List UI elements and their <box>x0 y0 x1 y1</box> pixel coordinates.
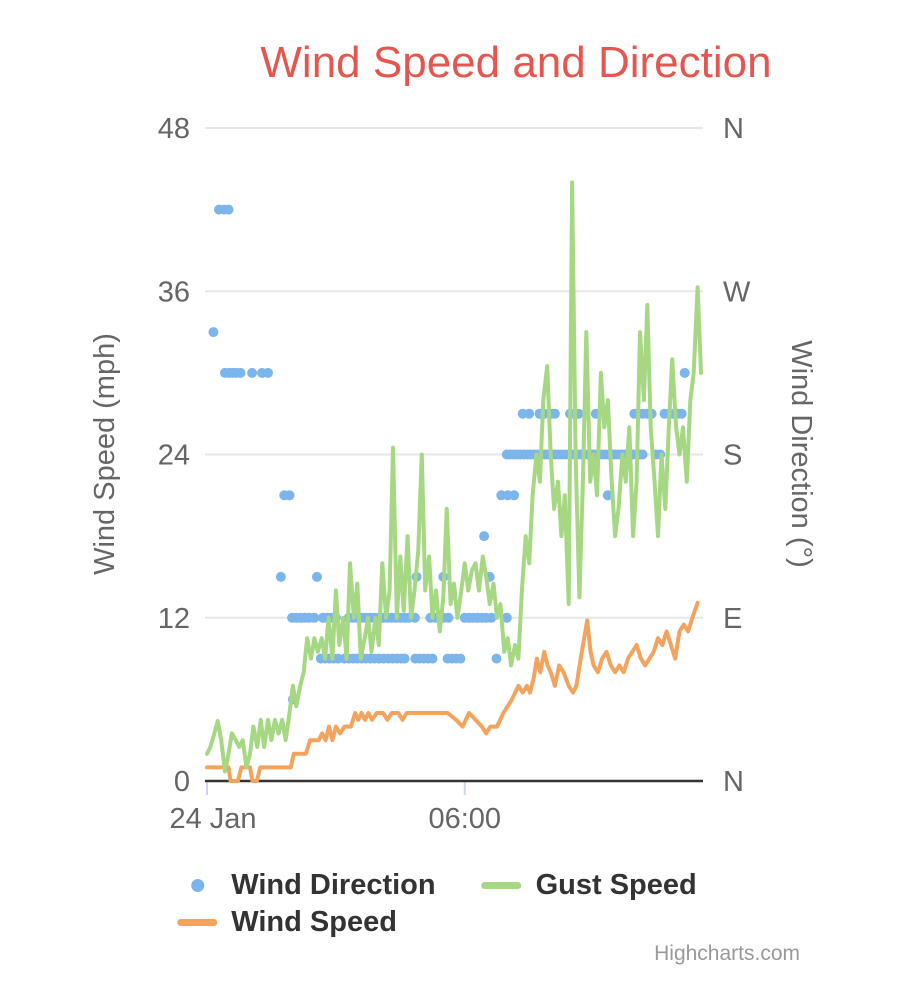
legend-row-2: Wind Speed <box>177 906 697 939</box>
y-axis-labels-right: N E S W N <box>723 113 751 798</box>
wind-direction-point <box>486 612 497 623</box>
y-axis-title-right: Wind Direction (°) <box>785 340 817 568</box>
wind-direction-point <box>524 408 535 419</box>
gust-speed-line <box>205 180 703 774</box>
wind-direction-point <box>455 653 466 664</box>
y-axis-title-left: Wind Speed (mph) <box>89 333 121 575</box>
gridlines <box>205 127 703 619</box>
wind-direction-point <box>275 571 286 582</box>
chart-title: Wind Speed and Direction <box>260 38 772 87</box>
series-wind-speed <box>205 600 700 783</box>
y-axis-label-right: E <box>723 603 742 635</box>
y-axis-label-right: N <box>723 113 744 145</box>
x-axis-label: 24 Jan <box>169 803 256 835</box>
wind-direction-point <box>679 367 690 378</box>
y-axis-label-right: N <box>723 766 744 798</box>
wind-direction-point <box>479 531 490 542</box>
wind-direction-point <box>235 367 246 378</box>
y-axis-label-left: 12 <box>158 603 190 635</box>
wind-direction-point <box>443 612 454 623</box>
wind-direction-point <box>247 367 258 378</box>
x-axis-labels: 24 Jan 06:00 <box>169 803 501 835</box>
wind-speed-line-icon <box>177 919 218 926</box>
wind-direction-point <box>509 490 520 501</box>
highcharts-credits-link[interactable]: Highcharts.com <box>654 942 800 965</box>
series-gust-speed <box>205 180 703 774</box>
y-axis-labels-left: 0 12 24 36 48 <box>158 113 190 798</box>
wind-direction-marker-icon <box>177 879 217 892</box>
wind-direction-point <box>676 408 687 419</box>
wind-direction-point <box>263 367 273 378</box>
wind-direction-point <box>399 653 410 664</box>
y-axis-label-left: 0 <box>174 766 190 798</box>
wind-direction-point <box>549 408 560 419</box>
legend-item-wind-speed[interactable]: Wind Speed <box>177 906 397 939</box>
y-axis-label-right: S <box>723 440 742 472</box>
y-axis-label-left: 24 <box>158 440 190 472</box>
wind-direction-point <box>284 490 295 501</box>
wind-direction-point <box>602 490 613 501</box>
legend-row-1: Wind Direction Gust Speed <box>177 869 697 902</box>
wind-direction-point <box>309 612 320 623</box>
y-axis-label-right: W <box>723 276 751 308</box>
x-axis-label: 06:00 <box>428 803 501 835</box>
axis-tick-marks <box>206 782 466 795</box>
gust-speed-line-icon <box>481 882 522 889</box>
wind-direction-point <box>637 449 648 460</box>
y-axis-label-left: 48 <box>158 113 190 145</box>
legend-label-wind-speed: Wind Speed <box>231 906 397 938</box>
legend-label-wind-direction: Wind Direction <box>231 869 436 901</box>
y-axis-label-left: 36 <box>158 276 190 308</box>
wind-direction-point <box>208 327 219 338</box>
wind-direction-point <box>427 653 438 664</box>
wind-direction-point <box>312 571 322 582</box>
legend-label-gust-speed: Gust Speed <box>535 869 697 901</box>
wind-direction-point <box>491 653 502 664</box>
wind-speed-line <box>205 600 700 783</box>
legend-item-wind-direction[interactable]: Wind Direction <box>177 869 436 902</box>
wind-direction-point <box>223 204 234 215</box>
wind-direction-point <box>501 612 512 623</box>
legend-item-gust-speed[interactable]: Gust Speed <box>481 869 697 902</box>
legend: Wind Direction Gust Speed Wind Speed <box>177 869 697 939</box>
